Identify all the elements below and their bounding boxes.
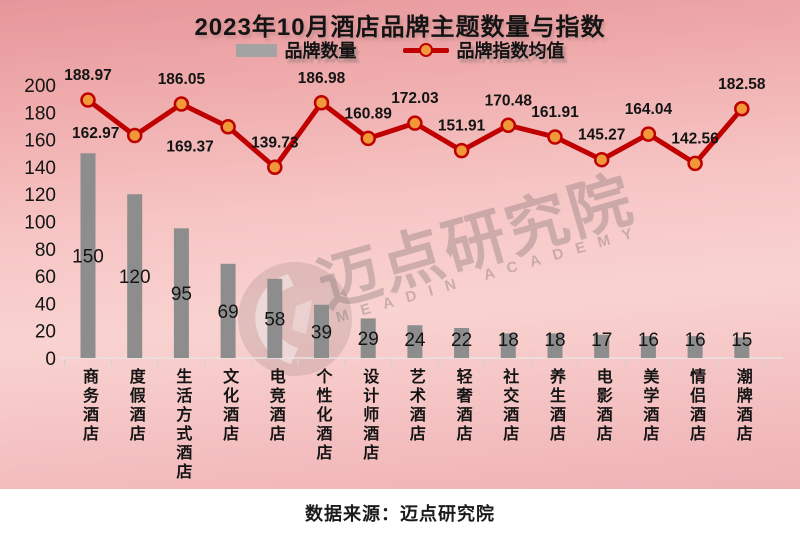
line-value-label: 169.37 xyxy=(166,138,213,155)
chart-canvas: 迈点研究院 MEADIN ACADEMY 2023年10月酒店品牌主题数量与指数… xyxy=(0,0,800,489)
source-text: 数据来源：迈点研究院 xyxy=(305,504,495,524)
bar-value-label: 24 xyxy=(404,330,426,351)
y-axis-label: 180 xyxy=(24,103,56,124)
y-axis-label: 0 xyxy=(45,349,56,370)
line-value-label: 160.89 xyxy=(344,105,392,122)
line-marker-icon xyxy=(453,142,470,159)
y-axis-label: 140 xyxy=(24,158,56,179)
legend: 品牌数量 品牌指数均值 xyxy=(0,37,800,63)
line-series-swatch xyxy=(402,43,449,57)
line-marker-icon xyxy=(313,95,330,111)
bar xyxy=(734,337,750,358)
bar xyxy=(80,153,96,358)
bar xyxy=(220,263,236,358)
bar xyxy=(594,334,610,358)
line-value-label: 164.04 xyxy=(625,101,673,118)
bar-value-label: 95 xyxy=(171,284,192,305)
bar-value-label: 16 xyxy=(685,330,706,351)
legend-label-line: 品牌指数均值 xyxy=(456,41,565,61)
bar-value-label: 15 xyxy=(731,330,752,351)
line-value-label: 139.73 xyxy=(251,134,299,151)
line-marker-icon xyxy=(407,115,423,131)
legend-label-bars: 品牌数量 xyxy=(284,41,357,61)
line-value-label: 170.48 xyxy=(485,92,533,109)
line-marker-icon xyxy=(500,117,517,134)
line-marker-icon xyxy=(360,130,376,147)
y-axis-label: 100 xyxy=(24,213,56,234)
bar xyxy=(407,325,423,358)
bar-value-label: 150 xyxy=(72,247,104,268)
line-value-label: 182.58 xyxy=(718,76,766,93)
line-value-label: 162.97 xyxy=(72,125,119,142)
line-value-label: 172.03 xyxy=(391,90,439,107)
y-axis-label: 20 xyxy=(35,322,56,343)
bar-series-swatch xyxy=(235,43,277,57)
chart-title: 2023年10月酒店品牌主题数量与指数 xyxy=(194,14,606,41)
y-axis-label: 80 xyxy=(35,240,56,261)
line-value-label: 145.27 xyxy=(578,127,625,144)
bar xyxy=(314,304,329,358)
line-marker-icon xyxy=(547,129,563,145)
line-marker-icon xyxy=(173,96,190,112)
y-axis-label: 60 xyxy=(35,267,56,288)
line-marker-icon xyxy=(267,159,283,176)
source-footer: 数据来源：迈点研究院 xyxy=(0,489,800,537)
bar-value-label: 120 xyxy=(119,267,151,288)
line-marker-icon xyxy=(687,155,703,172)
line-marker-icon xyxy=(593,151,610,168)
y-axis-label: 40 xyxy=(35,294,56,315)
bar-value-label: 39 xyxy=(311,322,332,343)
bar-value-label: 29 xyxy=(358,329,379,350)
line-swatch-marker-icon xyxy=(418,43,433,57)
bar-value-label: 17 xyxy=(591,330,612,351)
line-value-label: 186.05 xyxy=(158,71,206,88)
y-axis-label: 200 xyxy=(24,76,56,97)
line-value-label: 161.91 xyxy=(531,104,579,121)
bar xyxy=(547,333,563,358)
y-axis-label: 160 xyxy=(24,131,56,152)
bar-value-label: 18 xyxy=(498,330,519,351)
bar xyxy=(687,336,703,358)
line-marker-icon xyxy=(126,127,143,144)
bar-value-label: 58 xyxy=(264,309,285,330)
bar xyxy=(127,194,143,358)
line-marker-icon xyxy=(220,119,236,135)
bar-value-label: 16 xyxy=(638,330,659,351)
line-marker-icon xyxy=(640,126,657,142)
bar xyxy=(640,336,656,358)
plot-area: 0 20 40 60 80 100 120 140 160 180 200 150 120 95 69 58 3… xyxy=(24,67,783,370)
bar-value-label: 69 xyxy=(218,302,239,323)
line-marker-icon xyxy=(80,92,96,108)
line-marker-icon xyxy=(734,101,750,117)
bar xyxy=(500,333,516,358)
line-value-label: 188.97 xyxy=(64,67,111,84)
bar xyxy=(360,318,376,358)
line-value-label: 151.91 xyxy=(438,118,486,135)
line-value-label: 142.56 xyxy=(671,130,719,147)
bar-value-label: 18 xyxy=(544,330,565,351)
line-value-label: 186.98 xyxy=(298,70,346,87)
y-axis-label: 120 xyxy=(24,185,56,206)
bar xyxy=(454,327,470,358)
legend-item-line: 品牌指数均值 xyxy=(402,37,565,63)
bar xyxy=(267,278,283,358)
legend-item-bars: 品牌数量 xyxy=(235,37,357,63)
bar-value-label: 22 xyxy=(451,330,472,351)
bar xyxy=(173,228,189,358)
